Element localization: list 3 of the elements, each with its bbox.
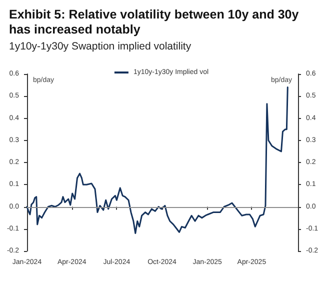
chart-subtitle: 1y10y-1y30y Swaption implied volatility [9, 40, 192, 52]
chart-title: Exhibit 5: Relative volatility between 10y and 30y has increased notably [9, 8, 302, 36]
line-series [26, 86, 288, 234]
